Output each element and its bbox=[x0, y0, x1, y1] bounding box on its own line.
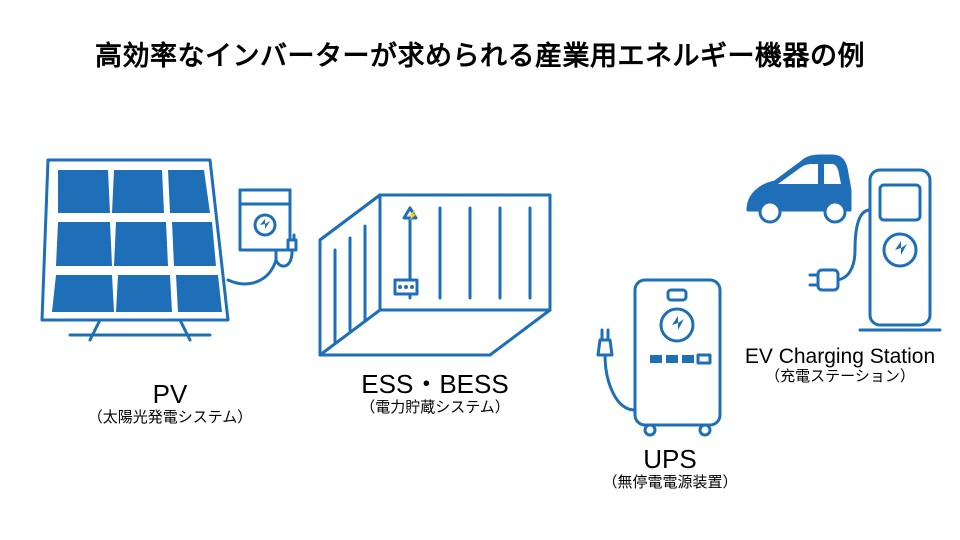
item-ups-label: UPS （無停電電源装置） bbox=[590, 445, 750, 492]
ev-label-en: EV Charging Station bbox=[730, 345, 950, 368]
page-title: 高効率なインバーターが求められる産業用エネルギー機器の例 bbox=[0, 34, 960, 73]
ev-label-jp: （充電ステーション） bbox=[730, 368, 950, 386]
svg-text:⚡: ⚡ bbox=[407, 209, 418, 221]
ess-icon: ⚡ bbox=[310, 170, 560, 365]
ups-label-en: UPS bbox=[590, 445, 750, 474]
pv-icon bbox=[40, 140, 300, 370]
ess-label-jp: （電力貯蔵システム） bbox=[330, 399, 540, 417]
ups-label-jp: （無停電電源装置） bbox=[590, 474, 750, 492]
item-ev-label: EV Charging Station （充電ステーション） bbox=[730, 345, 950, 386]
pv-label-en: PV bbox=[70, 380, 270, 409]
ev-charging-icon bbox=[740, 140, 950, 340]
pv-label-jp: （太陽光発電システム） bbox=[70, 409, 270, 427]
item-ess: ⚡ bbox=[310, 170, 560, 365]
infographic-stage: 高効率なインバーターが求められる産業用エネルギー機器の例 bbox=[0, 0, 960, 540]
item-ev bbox=[740, 140, 950, 340]
ess-label-en: ESS・BESS bbox=[330, 370, 540, 399]
item-pv bbox=[40, 140, 300, 370]
item-ess-label: ESS・BESS （電力貯蔵システム） bbox=[330, 370, 540, 417]
item-pv-label: PV （太陽光発電システム） bbox=[70, 380, 270, 427]
